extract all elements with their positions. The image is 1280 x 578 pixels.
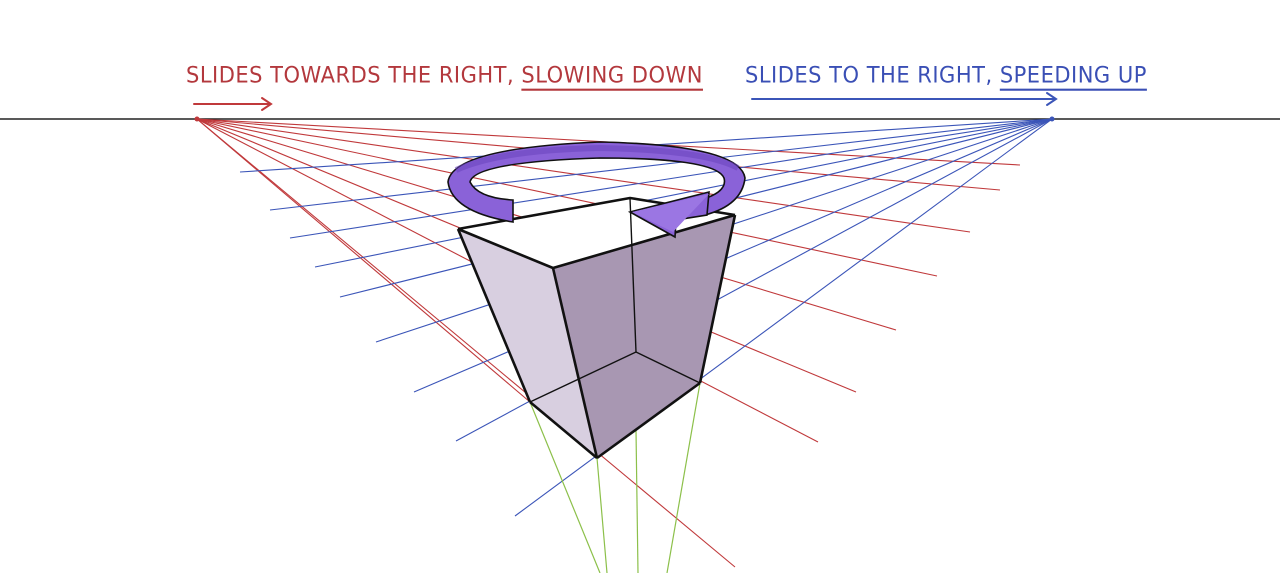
left-annotation-text: SLIDES TOWARDS THE RIGHT, bbox=[186, 62, 515, 88]
left-annotation-emphasis: SLOWING DOWN bbox=[521, 62, 703, 88]
left-annotation: SLIDES TOWARDS THE RIGHT, SLOWING DOWN bbox=[186, 62, 703, 87]
right-annotation: SLIDES TO THE RIGHT, SPEEDING UP bbox=[745, 62, 1147, 87]
vertical-vanishing-lines bbox=[529, 382, 701, 574]
box-left-face bbox=[458, 229, 597, 458]
right-annotation-text: SLIDES TO THE RIGHT, bbox=[745, 62, 993, 88]
right-vanishing-point bbox=[1049, 116, 1055, 122]
arrow-right-icon bbox=[193, 97, 273, 111]
left-vanishing-point bbox=[194, 116, 200, 122]
right-annotation-emphasis: SPEEDING UP bbox=[999, 62, 1147, 88]
box-right-face bbox=[553, 215, 735, 458]
right-vanishing-lines bbox=[239, 118, 1053, 517]
arrow-right-icon bbox=[751, 92, 1058, 106]
curved-rotation-arrow-icon bbox=[447, 141, 746, 239]
